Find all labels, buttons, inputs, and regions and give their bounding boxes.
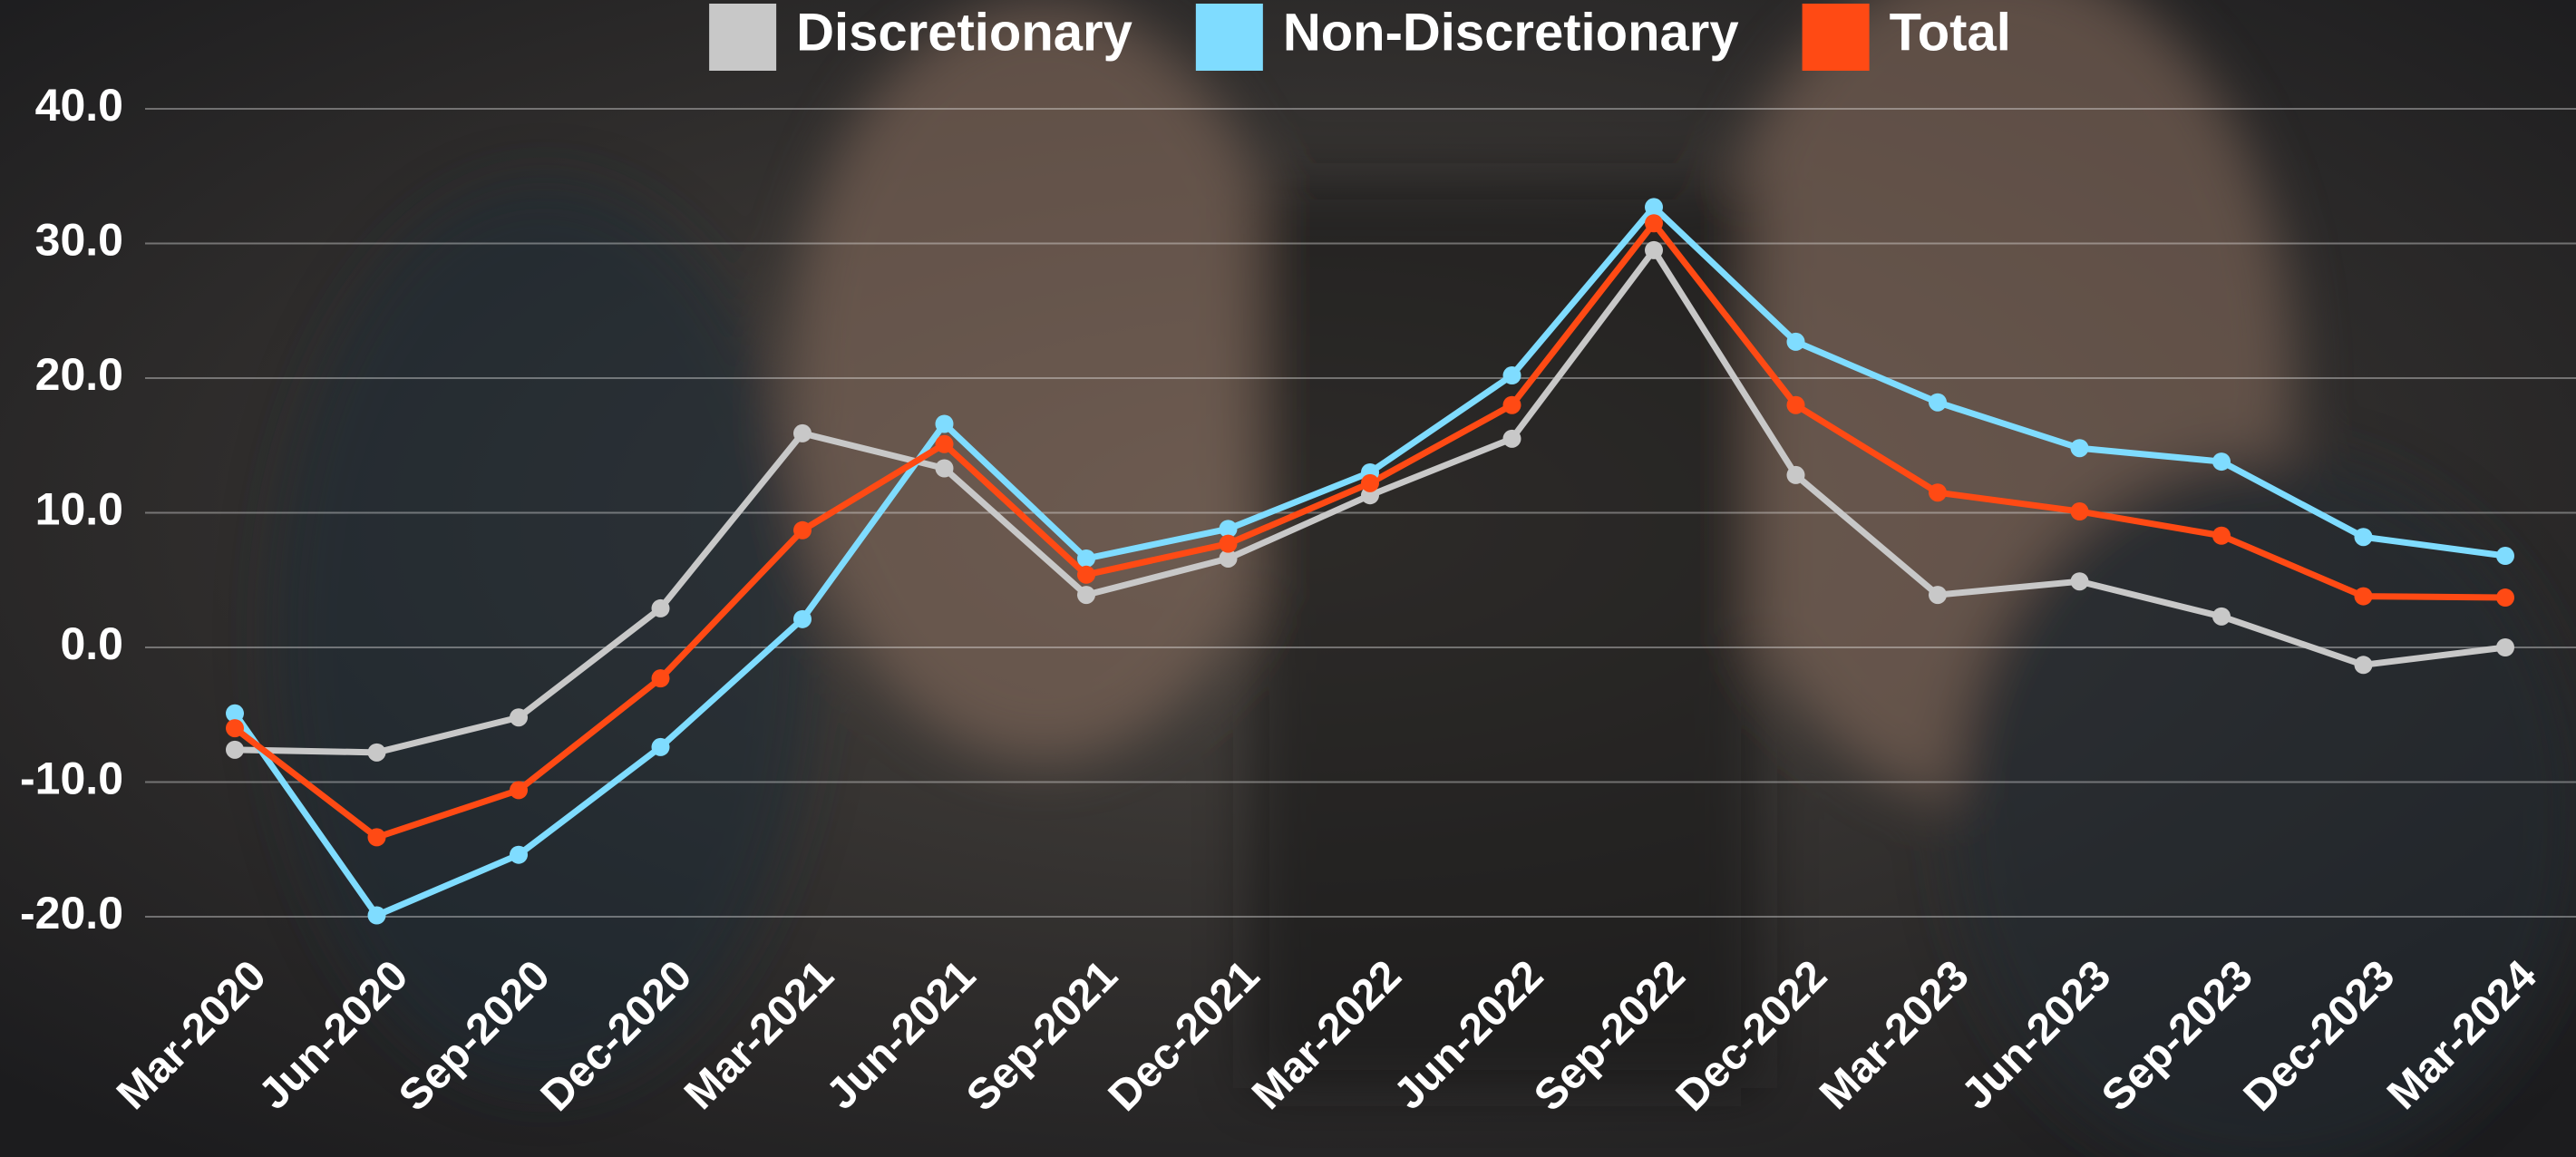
- chart: -20.0-10.00.010.020.030.040.0Mar-2020Jun…: [0, 0, 2576, 1157]
- data-point: [793, 521, 812, 540]
- data-point: [652, 738, 670, 756]
- data-point: [936, 435, 954, 453]
- data-point: [1503, 396, 1521, 414]
- legend-label: Discretionary: [796, 3, 1132, 62]
- data-point: [226, 741, 244, 759]
- data-point: [1645, 214, 1663, 232]
- legend-swatch: [709, 4, 776, 71]
- data-point: [2212, 452, 2231, 471]
- y-tick-label: 40.0: [35, 80, 123, 131]
- data-point: [368, 744, 386, 762]
- y-tick-label: -10.0: [20, 754, 123, 804]
- data-point: [2071, 572, 2089, 590]
- data-point: [1503, 430, 1521, 448]
- data-point: [1645, 241, 1663, 259]
- legend-item: Discretionary: [709, 3, 1132, 71]
- data-point: [2355, 656, 2373, 674]
- legend-swatch: [1196, 4, 1263, 71]
- data-point: [368, 907, 386, 925]
- data-point: [510, 708, 528, 726]
- data-point: [2355, 528, 2373, 546]
- data-point: [2071, 439, 2089, 457]
- data-point: [1220, 535, 1238, 553]
- y-tick-label: 20.0: [35, 349, 123, 400]
- page: {"chart_data": {"type": "line", "categor…: [0, 0, 2576, 1157]
- data-point: [2496, 638, 2514, 656]
- legend-swatch: [1803, 4, 1870, 71]
- data-point: [1503, 366, 1521, 384]
- data-point: [652, 599, 670, 617]
- data-point: [2496, 547, 2514, 565]
- y-tick-label: 0.0: [60, 618, 123, 669]
- data-point: [2496, 588, 2514, 607]
- data-point: [510, 781, 528, 799]
- legend-item: Total: [1803, 3, 2011, 71]
- data-point: [1929, 394, 1947, 412]
- data-point: [2212, 527, 2231, 545]
- data-point: [368, 828, 386, 846]
- data-point: [1361, 474, 1379, 492]
- data-point: [793, 610, 812, 628]
- data-point: [936, 459, 954, 477]
- legend-label: Non-Discretionary: [1283, 3, 1739, 62]
- data-point: [1077, 566, 1095, 584]
- data-point: [1929, 586, 1947, 604]
- data-point: [2212, 608, 2231, 626]
- data-point: [936, 414, 954, 433]
- data-point: [1077, 549, 1095, 568]
- y-tick-label: 10.0: [35, 484, 123, 535]
- legend: Discretionary Non-Discretionary Total: [709, 3, 2011, 71]
- legend-label: Total: [1890, 3, 2011, 62]
- data-point: [1077, 586, 1095, 604]
- data-point: [226, 719, 244, 737]
- data-point: [2355, 588, 2373, 606]
- data-point: [1929, 483, 1947, 501]
- data-point: [1787, 396, 1805, 414]
- y-tick-label: 30.0: [35, 215, 123, 266]
- y-tick-label: -20.0: [20, 888, 123, 938]
- data-point: [1645, 198, 1663, 216]
- data-point: [1787, 466, 1805, 484]
- data-point: [652, 669, 670, 687]
- data-point: [510, 846, 528, 864]
- data-point: [793, 424, 812, 442]
- data-point: [2071, 502, 2089, 520]
- data-point: [1787, 333, 1805, 351]
